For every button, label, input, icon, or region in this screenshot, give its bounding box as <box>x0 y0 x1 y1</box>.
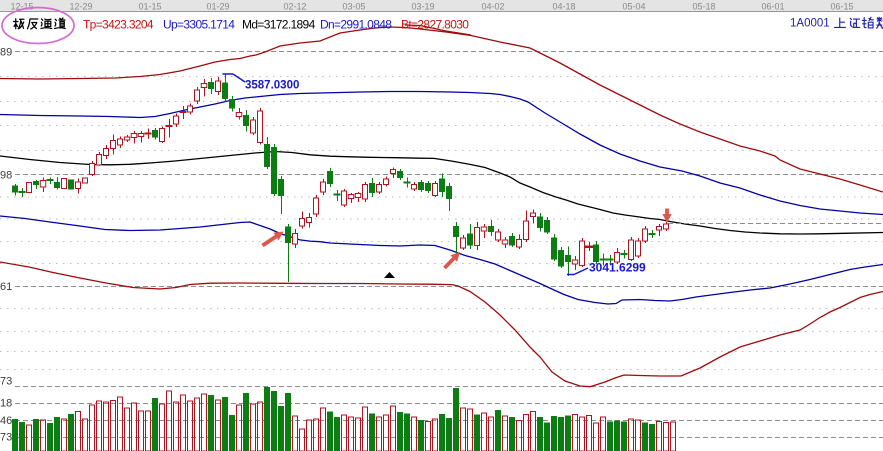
svg-text:61: 61 <box>0 281 12 293</box>
svg-text:01-29: 01-29 <box>206 2 229 12</box>
svg-text:73: 73 <box>0 376 12 388</box>
svg-text:06-01: 06-01 <box>761 2 784 12</box>
svg-text:Tp=3423.3204: Tp=3423.3204 <box>83 18 154 32</box>
svg-text:46: 46 <box>0 415 12 427</box>
svg-text:03-19: 03-19 <box>411 2 434 12</box>
svg-text:1A0001: 1A0001 <box>790 18 830 30</box>
svg-text:05-18: 05-18 <box>692 2 715 12</box>
svg-text:89: 89 <box>0 47 12 59</box>
svg-text:Up=3305.1714: Up=3305.1714 <box>163 18 235 32</box>
svg-text:18: 18 <box>0 398 12 410</box>
svg-text:01-15: 01-15 <box>138 2 161 12</box>
svg-text:04-02: 04-02 <box>481 2 504 12</box>
svg-text:04-18: 04-18 <box>552 2 575 12</box>
svg-text:3041.6299: 3041.6299 <box>589 261 646 275</box>
svg-text:Dn=2991.0848: Dn=2991.0848 <box>320 18 392 32</box>
svg-text:05-04: 05-04 <box>622 2 645 12</box>
svg-text:02-12: 02-12 <box>283 2 306 12</box>
svg-text:98: 98 <box>0 170 12 182</box>
svg-text:12-29: 12-29 <box>69 2 92 12</box>
svg-text:03-05: 03-05 <box>342 2 365 12</box>
svg-text:3587.0300: 3587.0300 <box>245 80 299 92</box>
svg-text:73: 73 <box>0 432 12 444</box>
svg-text:Bt=2827.8030: Bt=2827.8030 <box>401 18 469 32</box>
svg-text:Md=3172.1894: Md=3172.1894 <box>242 18 316 32</box>
svg-text:12-15: 12-15 <box>10 2 33 12</box>
svg-text:06-15: 06-15 <box>830 2 853 12</box>
